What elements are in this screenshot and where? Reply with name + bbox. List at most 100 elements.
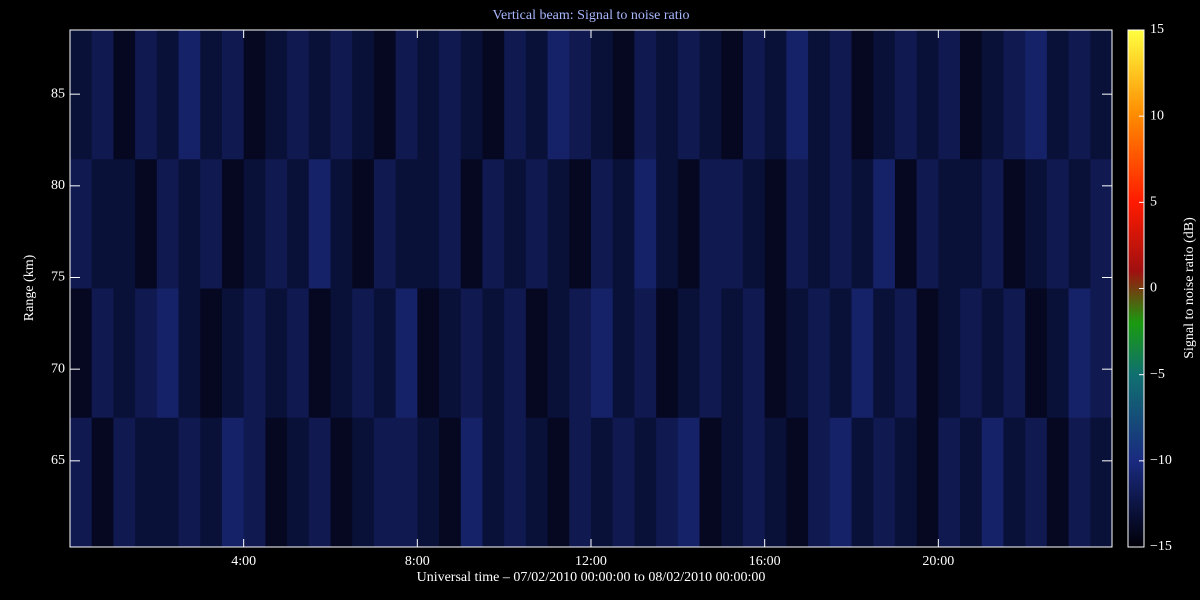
- heatmap-cell: [395, 159, 418, 289]
- heatmap-cell: [460, 30, 483, 160]
- heatmap-cell: [352, 417, 375, 548]
- heatmap-cell: [525, 30, 549, 160]
- x-tick-label: 4:00: [231, 554, 256, 569]
- heatmap-cell: [221, 159, 245, 289]
- heatmap-cell: [70, 159, 93, 289]
- heatmap-cell: [265, 288, 288, 419]
- heatmap-cell: [981, 159, 1004, 289]
- heatmap-cell: [113, 30, 136, 160]
- heatmap-cell: [287, 417, 310, 548]
- heatmap-cell: [764, 417, 787, 548]
- heatmap-cell: [591, 159, 614, 289]
- heatmap-cell: [591, 288, 614, 419]
- heatmap-cell: [916, 30, 939, 160]
- heatmap-cell: [156, 159, 180, 289]
- x-tick-label: 16:00: [749, 554, 781, 569]
- heatmap-cell: [547, 159, 570, 289]
- heatmap-cell: [1046, 417, 1070, 548]
- heatmap-cell: [1090, 159, 1113, 289]
- heatmap-cell: [1068, 417, 1091, 548]
- heatmap-cell: [156, 30, 180, 160]
- heatmap-cell: [1025, 30, 1048, 160]
- heatmap-cell: [808, 159, 831, 289]
- heatmap-cell: [634, 417, 657, 548]
- heatmap-cell: [135, 288, 158, 419]
- heatmap-cell: [721, 288, 744, 419]
- heatmap-cell: [1003, 30, 1026, 160]
- heatmap-cell: [482, 288, 505, 419]
- heatmap-cell: [395, 288, 418, 419]
- heatmap-cell: [1090, 30, 1113, 160]
- x-tick-label: 12:00: [575, 554, 607, 569]
- heatmap-cell: [308, 30, 331, 160]
- heatmap-cell: [330, 288, 353, 419]
- heatmap-cell: [330, 417, 353, 548]
- chart-title: Vertical beam: Signal to noise ratio: [492, 8, 689, 23]
- x-tick-label: 8:00: [405, 554, 430, 569]
- heatmap-cell: [178, 30, 201, 160]
- colorbar-tick-label: 15: [1150, 22, 1164, 37]
- heatmap-cell: [482, 159, 505, 289]
- heatmap-cell: [786, 159, 809, 289]
- heatmap-cell: [894, 159, 918, 289]
- heatmap-cell: [742, 288, 766, 419]
- heatmap-cell: [243, 288, 266, 419]
- heatmap-cell: [612, 159, 635, 289]
- colorbar-tick-label: −10: [1150, 453, 1172, 468]
- heatmap-cell: [504, 159, 527, 289]
- heatmap-cell: [287, 288, 310, 419]
- heatmap-cell: [829, 417, 852, 548]
- heatmap-cell: [1025, 159, 1048, 289]
- heatmap-cell: [960, 159, 983, 289]
- colorbar-label: Signal to noise ratio (dB): [1182, 217, 1197, 359]
- heatmap-cell: [894, 30, 918, 160]
- y-tick-label: 75: [51, 270, 65, 285]
- heatmap-cell: [417, 30, 440, 160]
- heatmap-cell: [504, 288, 527, 419]
- heatmap-cell: [308, 288, 331, 419]
- heatmap-cell: [200, 417, 223, 548]
- heatmap-cell: [699, 159, 722, 289]
- heatmap-cell: [699, 417, 722, 548]
- heatmap-cell: [395, 417, 418, 548]
- heatmap-cell: [873, 288, 896, 419]
- heatmap-cell: [1068, 159, 1091, 289]
- heatmap-cell: [113, 159, 136, 289]
- heatmap-cell: [677, 30, 701, 160]
- heatmap-cell: [656, 30, 679, 160]
- heatmap-cell: [1068, 30, 1091, 160]
- heatmap-cell: [916, 288, 939, 419]
- heatmap-cell: [308, 417, 331, 548]
- colorbar-tick-label: −5: [1150, 367, 1165, 382]
- heatmap-cell: [91, 288, 114, 419]
- heatmap-cell: [569, 30, 592, 160]
- heatmap-cell: [460, 417, 483, 548]
- heatmap-cell: [135, 30, 158, 160]
- heatmap-cell: [1003, 159, 1026, 289]
- heatmap-cell: [439, 30, 462, 160]
- heatmap-cell: [525, 159, 549, 289]
- heatmap-cell: [851, 159, 874, 289]
- heatmap-cell: [1090, 417, 1113, 548]
- heatmap-cell: [287, 30, 310, 160]
- heatmap-cell: [417, 159, 440, 289]
- heatmap-cell: [916, 159, 939, 289]
- heatmap-cell: [439, 417, 462, 548]
- heatmap-cell: [439, 288, 462, 419]
- heatmap-cell: [612, 30, 635, 160]
- heatmap-cell: [677, 417, 701, 548]
- heatmap-cell: [525, 417, 549, 548]
- x-tick-label: 20:00: [922, 554, 954, 569]
- heatmap-cell: [721, 30, 744, 160]
- heatmap-cell: [265, 30, 288, 160]
- heatmap-cell: [656, 417, 679, 548]
- heatmap-cell: [1090, 288, 1113, 419]
- heatmap-cell: [569, 288, 592, 419]
- heatmap-cell: [330, 30, 353, 160]
- heatmap-cell: [981, 417, 1004, 548]
- heatmap-cell: [829, 159, 852, 289]
- heatmap-cell: [873, 417, 896, 548]
- heatmap-cell: [721, 417, 744, 548]
- heatmap-cell: [786, 30, 809, 160]
